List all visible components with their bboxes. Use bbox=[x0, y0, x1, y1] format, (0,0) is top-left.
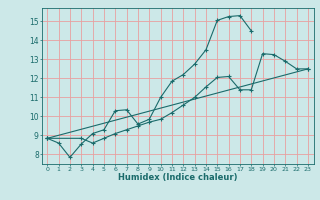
X-axis label: Humidex (Indice chaleur): Humidex (Indice chaleur) bbox=[118, 173, 237, 182]
